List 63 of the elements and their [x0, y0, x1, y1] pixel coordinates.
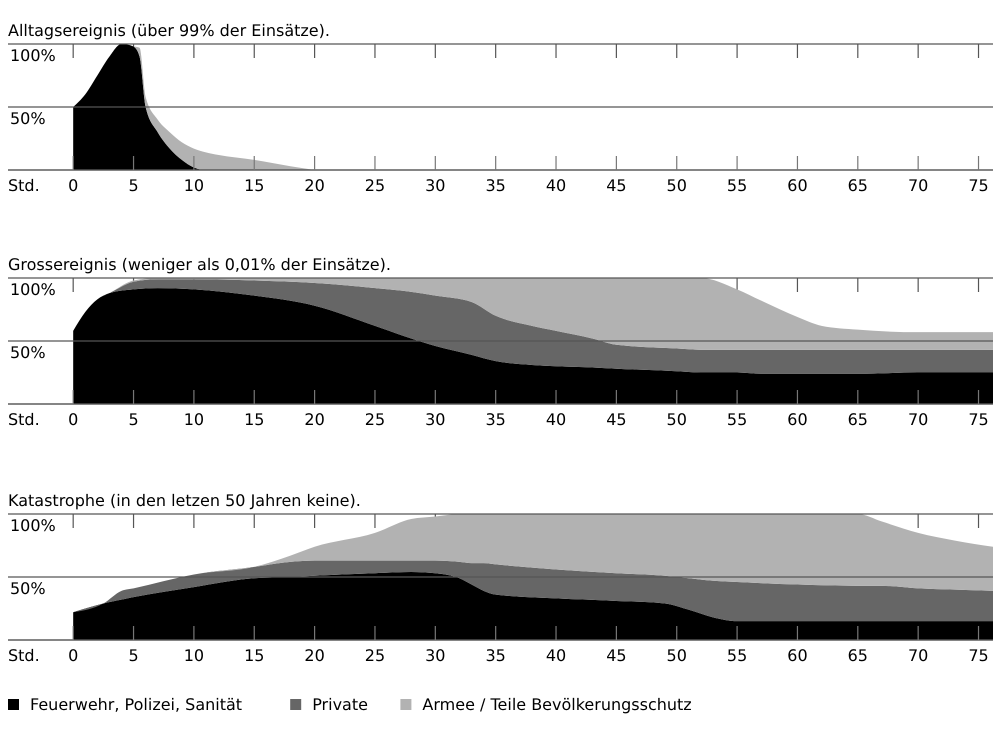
x-tick-label: 65: [848, 646, 868, 665]
x-tick-label: 75: [968, 646, 989, 665]
x-tick-label: 10: [184, 176, 204, 195]
y-tick-label: 50%: [10, 109, 46, 128]
x-tick-label: 35: [485, 410, 506, 429]
x-tick-label: 10: [184, 410, 204, 429]
x-tick-label: 5: [128, 410, 139, 429]
legend-label: Private: [312, 695, 368, 714]
x-tick-label: 15: [244, 646, 264, 665]
x-tick-label: 45: [606, 176, 627, 195]
x-tick-label: 15: [244, 176, 264, 195]
x-tick-label: 50: [666, 410, 687, 429]
x-tick-label: 15: [244, 410, 264, 429]
x-axis-title: Std.: [8, 176, 40, 195]
x-tick-label: 25: [364, 410, 386, 429]
x-tick-label: 65: [848, 410, 868, 429]
x-tick-label: 0: [68, 410, 78, 429]
chart-title: Alltagsereignis (über 99% der Einsätze).: [8, 21, 330, 40]
x-tick-label: 25: [364, 646, 386, 665]
x-tick-label: 55: [726, 410, 748, 429]
x-tick-label: 40: [546, 646, 566, 665]
x-tick-label: 30: [425, 410, 446, 429]
chart-title: Grossereignis (weniger als 0,01% der Einsätze).: [8, 255, 391, 274]
legend-label: Feuerwehr, Polizei, Sanität: [30, 695, 242, 714]
x-tick-label: 60: [787, 410, 808, 429]
x-tick-label: 75: [968, 176, 989, 195]
x-tick-label: 0: [68, 646, 78, 665]
x-tick-label: 25: [364, 176, 386, 195]
x-tick-label: 30: [425, 176, 446, 195]
x-axis-title: Std.: [8, 410, 40, 429]
x-tick-label: 70: [908, 410, 928, 429]
x-tick-label: 20: [304, 176, 325, 195]
x-tick-label: 5: [128, 646, 139, 665]
x-tick-label: 40: [546, 176, 566, 195]
x-tick-label: 35: [485, 646, 506, 665]
x-tick-label: 10: [184, 646, 204, 665]
y-tick-label: 100%: [10, 280, 56, 299]
y-tick-label: 50%: [10, 579, 46, 598]
x-tick-label: 45: [606, 410, 627, 429]
y-tick-label: 100%: [10, 516, 56, 535]
x-tick-label: 65: [848, 176, 868, 195]
x-tick-label: 20: [304, 646, 325, 665]
x-axis-title: Std.: [8, 646, 40, 665]
x-tick-label: 55: [726, 646, 748, 665]
x-tick-label: 60: [787, 646, 808, 665]
x-tick-label: 5: [128, 176, 139, 195]
y-tick-label: 50%: [10, 343, 46, 362]
legend-label: Armee / Teile Bevölkerungsschutz: [422, 695, 692, 714]
x-tick-label: 70: [908, 646, 928, 665]
x-tick-label: 0: [68, 176, 78, 195]
chart-title: Katastrophe (in den letzen 50 Jahren keine).: [8, 491, 361, 510]
x-tick-label: 60: [787, 176, 808, 195]
x-tick-label: 40: [546, 410, 566, 429]
x-tick-label: 50: [666, 176, 687, 195]
x-tick-label: 35: [485, 176, 506, 195]
x-tick-label: 45: [606, 646, 627, 665]
y-tick-label: 100%: [10, 46, 56, 65]
x-tick-label: 20: [304, 410, 325, 429]
x-tick-label: 55: [726, 176, 748, 195]
x-tick-label: 50: [666, 646, 687, 665]
x-tick-label: 30: [425, 646, 446, 665]
x-tick-label: 70: [908, 176, 928, 195]
x-tick-label: 75: [968, 410, 989, 429]
